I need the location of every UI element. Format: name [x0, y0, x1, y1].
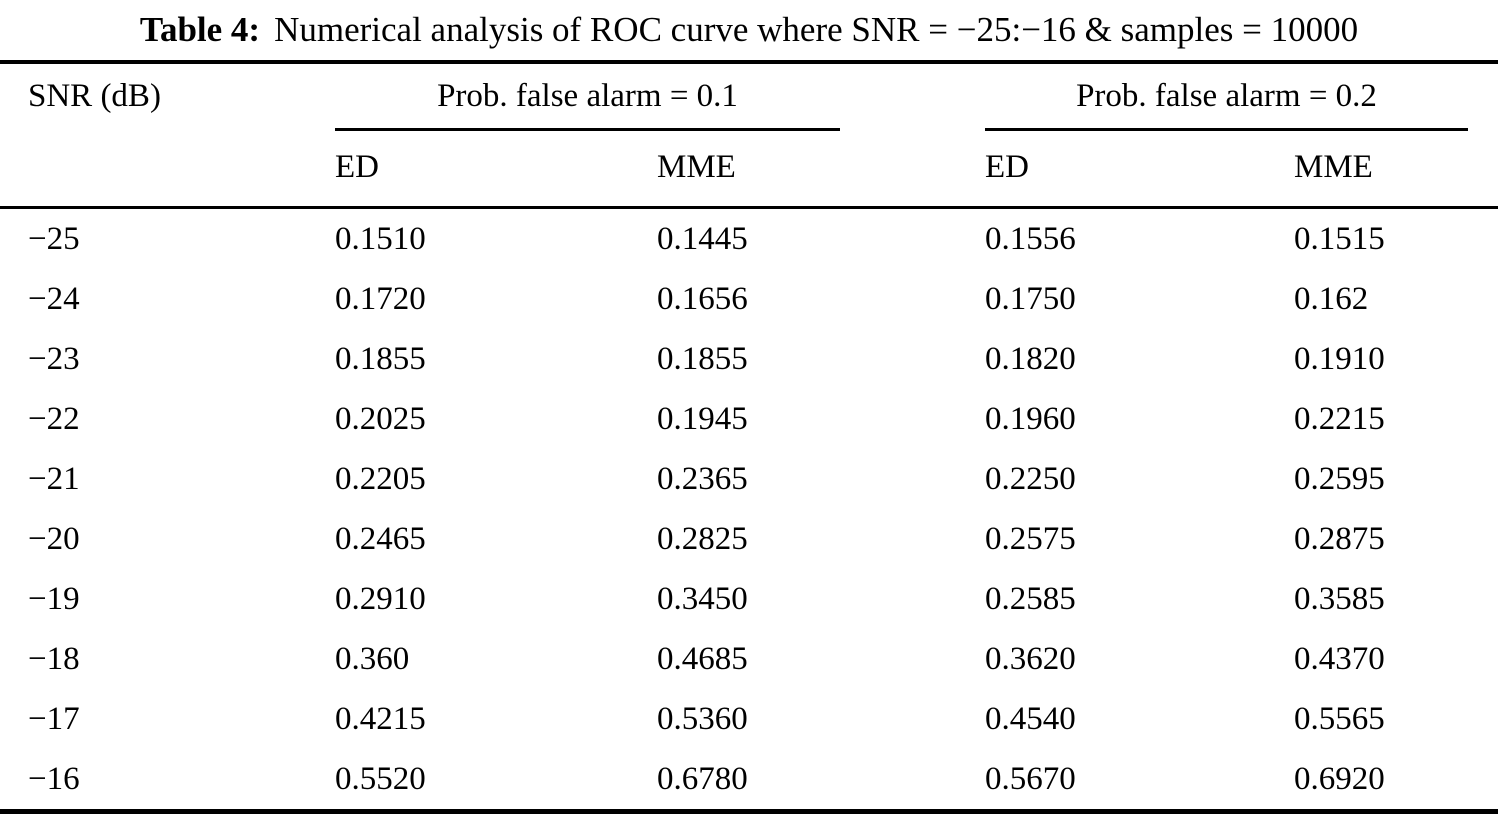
table-row: −19 0.2910 0.3450 0.2585 0.3585	[0, 569, 1498, 629]
table-row: −25 0.1510 0.1445 0.1556 0.1515	[0, 209, 1498, 269]
table-caption-label: Table 4:	[139, 10, 261, 49]
snr-cell: −16	[28, 760, 80, 797]
subheader-mme-1: MME	[657, 148, 736, 185]
value-cell-pfa01-ed: 0.1855	[335, 340, 426, 377]
snr-cell: −20	[28, 520, 80, 557]
subheader-mme-2: MME	[1294, 148, 1373, 185]
snr-cell: −21	[28, 460, 80, 497]
value-cell-pfa01-mme: 0.6780	[657, 760, 748, 797]
value-cell-pfa02-mme: 0.162	[1294, 280, 1369, 317]
value-cell-pfa02-mme: 0.2875	[1294, 520, 1385, 557]
table-row: −24 0.1720 0.1656 0.1750 0.162	[0, 269, 1498, 329]
value-cell-pfa01-mme: 0.1445	[657, 220, 748, 257]
snr-column-header: SNR (dB)	[28, 77, 161, 114]
table-row: −18 0.360 0.4685 0.3620 0.4370	[0, 629, 1498, 689]
value-cell-pfa02-ed: 0.1556	[985, 220, 1076, 257]
data-table: SNR (dB) Prob. false alarm = 0.1 Prob. f…	[0, 60, 1498, 814]
table-header-group-row: SNR (dB) Prob. false alarm = 0.1 Prob. f…	[0, 64, 1498, 131]
value-cell-pfa01-mme: 0.4685	[657, 640, 748, 677]
value-cell-pfa02-mme: 0.2595	[1294, 460, 1385, 497]
subheader-ed-1: ED	[335, 148, 379, 185]
table-caption-text: Numerical analysis of ROC curve where SN…	[274, 10, 1359, 49]
table-caption: Table 4: Numerical analysis of ROC curve…	[0, 0, 1498, 60]
table-subheader-row: ED MME ED MME	[0, 128, 1498, 209]
value-cell-pfa02-mme: 0.4370	[1294, 640, 1385, 677]
group-header-pfa-0.1: Prob. false alarm = 0.1	[335, 64, 985, 131]
value-cell-pfa02-ed: 0.2575	[985, 520, 1076, 557]
value-cell-pfa02-ed: 0.1960	[985, 400, 1076, 437]
value-cell-pfa02-mme: 0.6920	[1294, 760, 1385, 797]
value-cell-pfa01-ed: 0.5520	[335, 760, 426, 797]
value-cell-pfa02-mme: 0.1515	[1294, 220, 1385, 257]
value-cell-pfa02-ed: 0.5670	[985, 760, 1076, 797]
table-row: −16 0.5520 0.6780 0.5670 0.6920	[0, 749, 1498, 809]
value-cell-pfa02-mme: 0.3585	[1294, 580, 1385, 617]
snr-cell: −23	[28, 340, 80, 377]
value-cell-pfa02-mme: 0.2215	[1294, 400, 1385, 437]
snr-cell: −17	[28, 700, 80, 737]
value-cell-pfa01-ed: 0.2910	[335, 580, 426, 617]
group-header-pfa-0.1-label: Prob. false alarm = 0.1	[335, 64, 840, 131]
table-row: −20 0.2465 0.2825 0.2575 0.2875	[0, 509, 1498, 569]
value-cell-pfa01-mme: 0.2365	[657, 460, 748, 497]
value-cell-pfa01-ed: 0.2205	[335, 460, 426, 497]
value-cell-pfa01-ed: 0.2465	[335, 520, 426, 557]
table-row: −22 0.2025 0.1945 0.1960 0.2215	[0, 389, 1498, 449]
value-cell-pfa01-ed: 0.360	[335, 640, 410, 677]
value-cell-pfa02-ed: 0.3620	[985, 640, 1076, 677]
value-cell-pfa02-ed: 0.1750	[985, 280, 1076, 317]
value-cell-pfa01-mme: 0.1656	[657, 280, 748, 317]
value-cell-pfa02-ed: 0.1820	[985, 340, 1076, 377]
value-cell-pfa01-mme: 0.5360	[657, 700, 748, 737]
value-cell-pfa02-ed: 0.2250	[985, 460, 1076, 497]
value-cell-pfa01-mme: 0.3450	[657, 580, 748, 617]
table-row: −23 0.1855 0.1855 0.1820 0.1910	[0, 329, 1498, 389]
value-cell-pfa02-mme: 0.5565	[1294, 700, 1385, 737]
value-cell-pfa01-mme: 0.1855	[657, 340, 748, 377]
group-header-pfa-0.2-label: Prob. false alarm = 0.2	[985, 64, 1468, 131]
snr-cell: −19	[28, 580, 80, 617]
table-row: −21 0.2205 0.2365 0.2250 0.2595	[0, 449, 1498, 509]
snr-cell: −25	[28, 220, 80, 257]
value-cell-pfa01-ed: 0.4215	[335, 700, 426, 737]
value-cell-pfa01-ed: 0.2025	[335, 400, 426, 437]
value-cell-pfa01-mme: 0.1945	[657, 400, 748, 437]
group-header-pfa-0.2: Prob. false alarm = 0.2	[985, 64, 1498, 131]
table-body: −25 0.1510 0.1445 0.1556 0.1515 −24 0.17…	[0, 209, 1498, 809]
table-row: −17 0.4215 0.5360 0.4540 0.5565	[0, 689, 1498, 749]
snr-cell: −24	[28, 280, 80, 317]
value-cell-pfa01-ed: 0.1510	[335, 220, 426, 257]
value-cell-pfa01-ed: 0.1720	[335, 280, 426, 317]
value-cell-pfa02-mme: 0.1910	[1294, 340, 1385, 377]
value-cell-pfa02-ed: 0.2585	[985, 580, 1076, 617]
value-cell-pfa02-ed: 0.4540	[985, 700, 1076, 737]
snr-cell: −18	[28, 640, 80, 677]
value-cell-pfa01-mme: 0.2825	[657, 520, 748, 557]
subheader-ed-2: ED	[985, 148, 1029, 185]
snr-cell: −22	[28, 400, 80, 437]
